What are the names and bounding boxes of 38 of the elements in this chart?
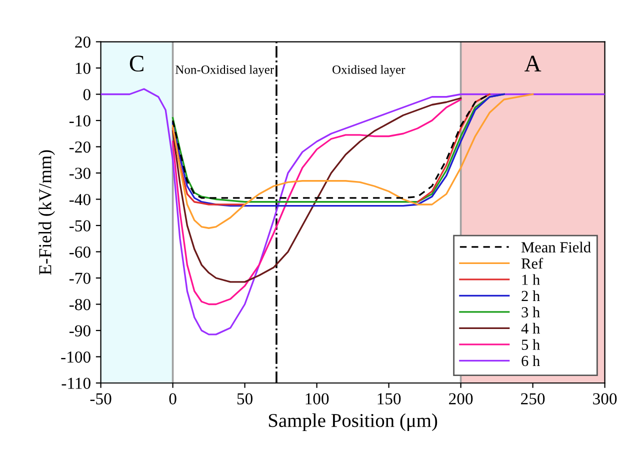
y-tick-label: -50 [69,220,90,232]
y-tick-label: 10 [76,62,90,74]
legend-label: 6 h [522,355,540,366]
line-series [100,88,605,336]
x-tick-label: 150 [378,393,401,404]
y-tick-label: -110 [62,378,90,389]
legend-label: Ref [521,258,544,269]
legend-label: 5 h [522,339,540,350]
y-tick-label: 20 [75,36,90,48]
x-tick-label: 100 [306,393,329,404]
legend-label: 4 h [521,322,540,334]
x-axis-title: Sample Position (μm) [268,413,438,432]
legend-label: 1 h [522,274,540,285]
y-tick-label: -80 [69,298,90,310]
y-tick-label: -60 [69,246,90,258]
x-tick-label: 0 [169,393,176,404]
x-tick-label: 50 [237,393,252,404]
y-axis-title: E-Field (kV/mm) [38,150,55,275]
y-tick-label: 0 [83,88,90,100]
x-tick-label: 300 [593,393,617,404]
band-label: A [524,56,542,72]
y-tick-label: -30 [69,168,90,179]
legend-label: Mean Field [521,242,591,252]
line-series [172,93,534,229]
band-label: C [130,56,144,72]
annotation: Non-Oxidised layer [176,65,274,76]
legend-label: 3 h [522,306,540,318]
x-tick-label: 250 [521,393,545,404]
x-tick-label: 200 [449,393,473,404]
y-tick-label: -20 [69,141,90,153]
y-tick-label: -40 [69,194,90,206]
x-tick-label: -50 [90,393,112,404]
y-tick-label: -90 [69,325,90,336]
legend-label: 2 h [522,290,540,302]
annotation: Oxidised layer [332,65,406,76]
y-tick-label: -10 [69,115,90,126]
y-tick-label: -70 [69,272,90,284]
y-tick-label: -100 [61,351,90,363]
